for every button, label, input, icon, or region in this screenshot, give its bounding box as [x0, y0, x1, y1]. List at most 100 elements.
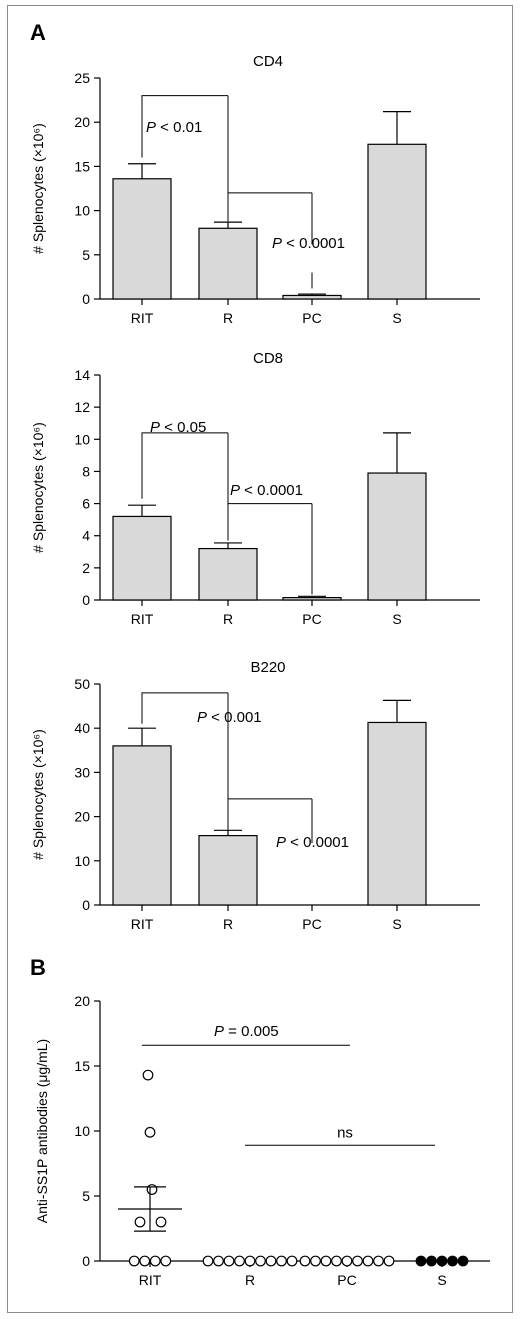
- data-point-pc: [311, 1256, 321, 1266]
- y-tick-label: 5: [82, 247, 90, 263]
- data-point-pc: [384, 1256, 394, 1266]
- data-point-rit: [161, 1256, 171, 1266]
- y-tick-label: 5: [82, 1188, 90, 1204]
- significance-bracket: [228, 504, 312, 541]
- y-tick-label: 10: [74, 853, 90, 869]
- x-tick-label: S: [392, 611, 401, 627]
- significance-bracket: [228, 799, 312, 828]
- p-value-label: P = 0.005: [214, 1023, 279, 1040]
- x-tick-label: RIT: [131, 611, 154, 627]
- bar-s: [368, 473, 426, 600]
- data-point-pc: [363, 1256, 373, 1266]
- x-tick-label: PC: [337, 1272, 356, 1288]
- data-point-r: [256, 1256, 266, 1266]
- bar-r: [199, 836, 257, 905]
- chart-cd4: CD4 0 5 10 15 20 25 RIT R PC S # Splenocytes (×10⁶): [30, 53, 480, 326]
- bar-r: [199, 549, 257, 600]
- y-tick-label: 30: [74, 764, 90, 780]
- p-value-label: P < 0.001: [197, 709, 262, 726]
- y-tick-label: 0: [82, 592, 90, 608]
- p-value-label: P < 0.0001: [230, 482, 303, 499]
- x-tick-label: RIT: [131, 310, 154, 326]
- x-tick-label: R: [223, 611, 233, 627]
- y-tick-label: 0: [82, 1253, 90, 1269]
- x-tick-label: S: [392, 916, 401, 932]
- data-point-r: [245, 1256, 255, 1266]
- significance-bracket: [228, 193, 312, 218]
- data-point-rit: [147, 1185, 157, 1195]
- y-tick-label: 15: [74, 1058, 90, 1074]
- data-point-rit: [135, 1217, 145, 1227]
- y-tick-label: 0: [82, 897, 90, 913]
- y-tick-label: 40: [74, 720, 90, 736]
- y-tick-label: 20: [74, 993, 90, 1009]
- x-tick-label: S: [392, 310, 401, 326]
- y-tick-label: 10: [74, 431, 90, 447]
- data-point-r: [266, 1256, 276, 1266]
- y-tick-label: 10: [74, 1123, 90, 1139]
- y-tick-label: 10: [74, 203, 90, 219]
- y-tick-label: 2: [82, 560, 90, 576]
- data-point-rit: [156, 1217, 166, 1227]
- bar-pc: [283, 598, 341, 600]
- data-point-pc: [332, 1256, 342, 1266]
- y-tick-label: 8: [82, 463, 90, 479]
- x-tick-label: PC: [302, 611, 321, 627]
- panel-b-label: B: [30, 955, 46, 980]
- y-axis-label: # Splenocytes (×10⁶): [30, 422, 46, 553]
- y-tick-label: 20: [74, 809, 90, 825]
- y-tick-label: 25: [74, 70, 90, 86]
- x-tick-label: R: [245, 1272, 255, 1288]
- y-tick-label: 12: [74, 399, 90, 415]
- p-value-label: P < 0.01: [146, 119, 202, 136]
- chart-b220: B220 0 10 20 30 40 50 RIT R PC S # Splenocytes (×10…: [30, 659, 480, 932]
- chart-title: B220: [250, 659, 285, 676]
- data-point-pc: [300, 1256, 310, 1266]
- y-tick-label: 6: [82, 496, 90, 512]
- data-point-pc: [353, 1256, 363, 1266]
- data-point-s: [458, 1256, 468, 1266]
- x-tick-label: S: [437, 1272, 446, 1288]
- significance-bracket: [142, 433, 228, 499]
- data-point-r: [287, 1256, 297, 1266]
- y-axis-label-text: # Splenocytes (×10⁶): [30, 422, 46, 553]
- y-axis-label: # Splenocytes (×10⁶): [30, 729, 46, 860]
- y-tick-label: 50: [74, 676, 90, 692]
- panel-a-label: A: [30, 20, 46, 45]
- bar-r: [199, 228, 257, 299]
- y-tick-label: 4: [82, 528, 90, 544]
- data-point-r: [224, 1256, 234, 1266]
- y-axis-label-text: Anti-SS1P antibodies (μg/mL): [34, 1039, 50, 1223]
- chart-title: CD8: [253, 350, 283, 367]
- bar-pc: [283, 295, 341, 299]
- data-point-rit: [150, 1256, 160, 1266]
- data-point-rit: [145, 1128, 155, 1138]
- x-tick-label: PC: [302, 916, 321, 932]
- y-tick-label: 20: [74, 114, 90, 130]
- data-point-s: [416, 1256, 426, 1266]
- data-point-r: [203, 1256, 213, 1266]
- data-point-s: [437, 1256, 447, 1266]
- data-point-pc: [342, 1256, 352, 1266]
- p-value-label: P < 0.05: [150, 419, 206, 436]
- y-tick-label: 14: [74, 367, 90, 383]
- chart-title: CD4: [253, 53, 283, 70]
- data-point-pc: [321, 1256, 331, 1266]
- y-tick-label: 15: [74, 158, 90, 174]
- data-point-s: [448, 1256, 458, 1266]
- x-tick-label: PC: [302, 310, 321, 326]
- y-axis-label: # Splenocytes (×10⁶): [30, 123, 46, 254]
- data-point-rit: [143, 1070, 153, 1080]
- bar-s: [368, 722, 426, 905]
- y-axis-label-text: # Splenocytes (×10⁶): [30, 123, 46, 254]
- p-value-label: P < 0.0001: [272, 235, 345, 252]
- bar-s: [368, 144, 426, 299]
- data-point-rit: [129, 1256, 139, 1266]
- data-point-r: [277, 1256, 287, 1266]
- bar-rit: [113, 516, 171, 600]
- bar-rit: [113, 746, 171, 905]
- x-tick-label: R: [223, 310, 233, 326]
- data-point-s: [427, 1256, 437, 1266]
- x-tick-label: R: [223, 916, 233, 932]
